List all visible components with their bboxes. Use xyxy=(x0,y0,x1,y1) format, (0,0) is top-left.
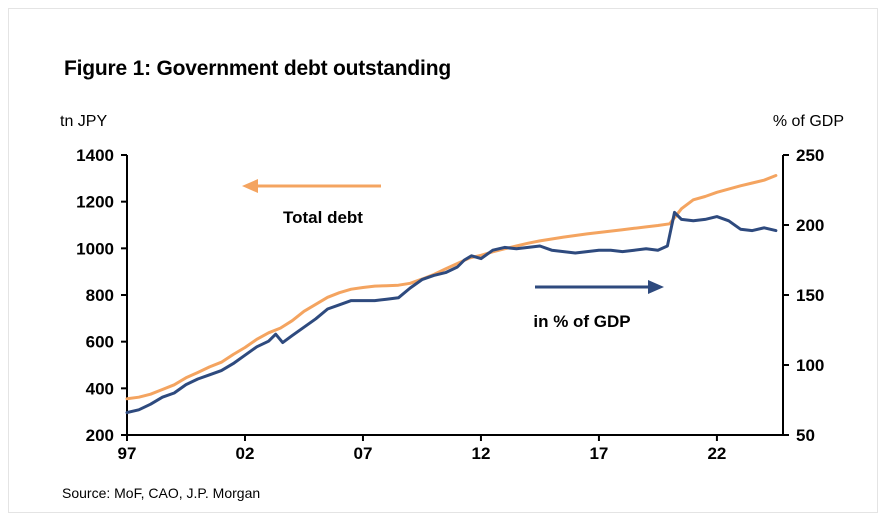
left-tick-label: 1200 xyxy=(76,193,114,212)
x-tick-label: 22 xyxy=(707,444,726,463)
left-tick-label: 800 xyxy=(86,286,114,305)
right-tick-label: 150 xyxy=(796,286,824,305)
right-tick-label: 100 xyxy=(796,356,824,375)
right-tick-label: 250 xyxy=(796,146,824,165)
total-debt-label: Total debt xyxy=(283,208,363,227)
right-tick-label: 50 xyxy=(796,426,815,445)
figure-frame xyxy=(8,8,878,513)
left-tick-label: 600 xyxy=(86,333,114,352)
right-axis-label: % of GDP xyxy=(772,113,844,130)
pct-gdp-arrow-head xyxy=(648,280,664,294)
left-axis-label: tn JPY xyxy=(60,113,108,130)
left-tick-label: 200 xyxy=(86,426,114,445)
left-tick-label: 400 xyxy=(86,379,114,398)
left-tick-label: 1400 xyxy=(76,146,114,165)
series-line-total_debt xyxy=(125,174,778,401)
right-tick-label: 200 xyxy=(796,216,824,235)
x-tick-label: 17 xyxy=(589,444,608,463)
x-tick-label: 07 xyxy=(354,444,373,463)
left-tick-label: 1000 xyxy=(76,239,114,258)
x-tick-label: 02 xyxy=(236,444,255,463)
x-tick-label: 12 xyxy=(471,444,490,463)
x-tick-label: 97 xyxy=(118,444,137,463)
source-note: Source: MoF, CAO, J.P. Morgan xyxy=(62,485,261,501)
series-line-pct_gdp xyxy=(125,210,778,415)
chart-title: Figure 1: Government debt outstanding xyxy=(64,57,451,80)
total-debt-arrow-head xyxy=(242,179,258,193)
pct-gdp-label: in % of GDP xyxy=(533,312,630,331)
